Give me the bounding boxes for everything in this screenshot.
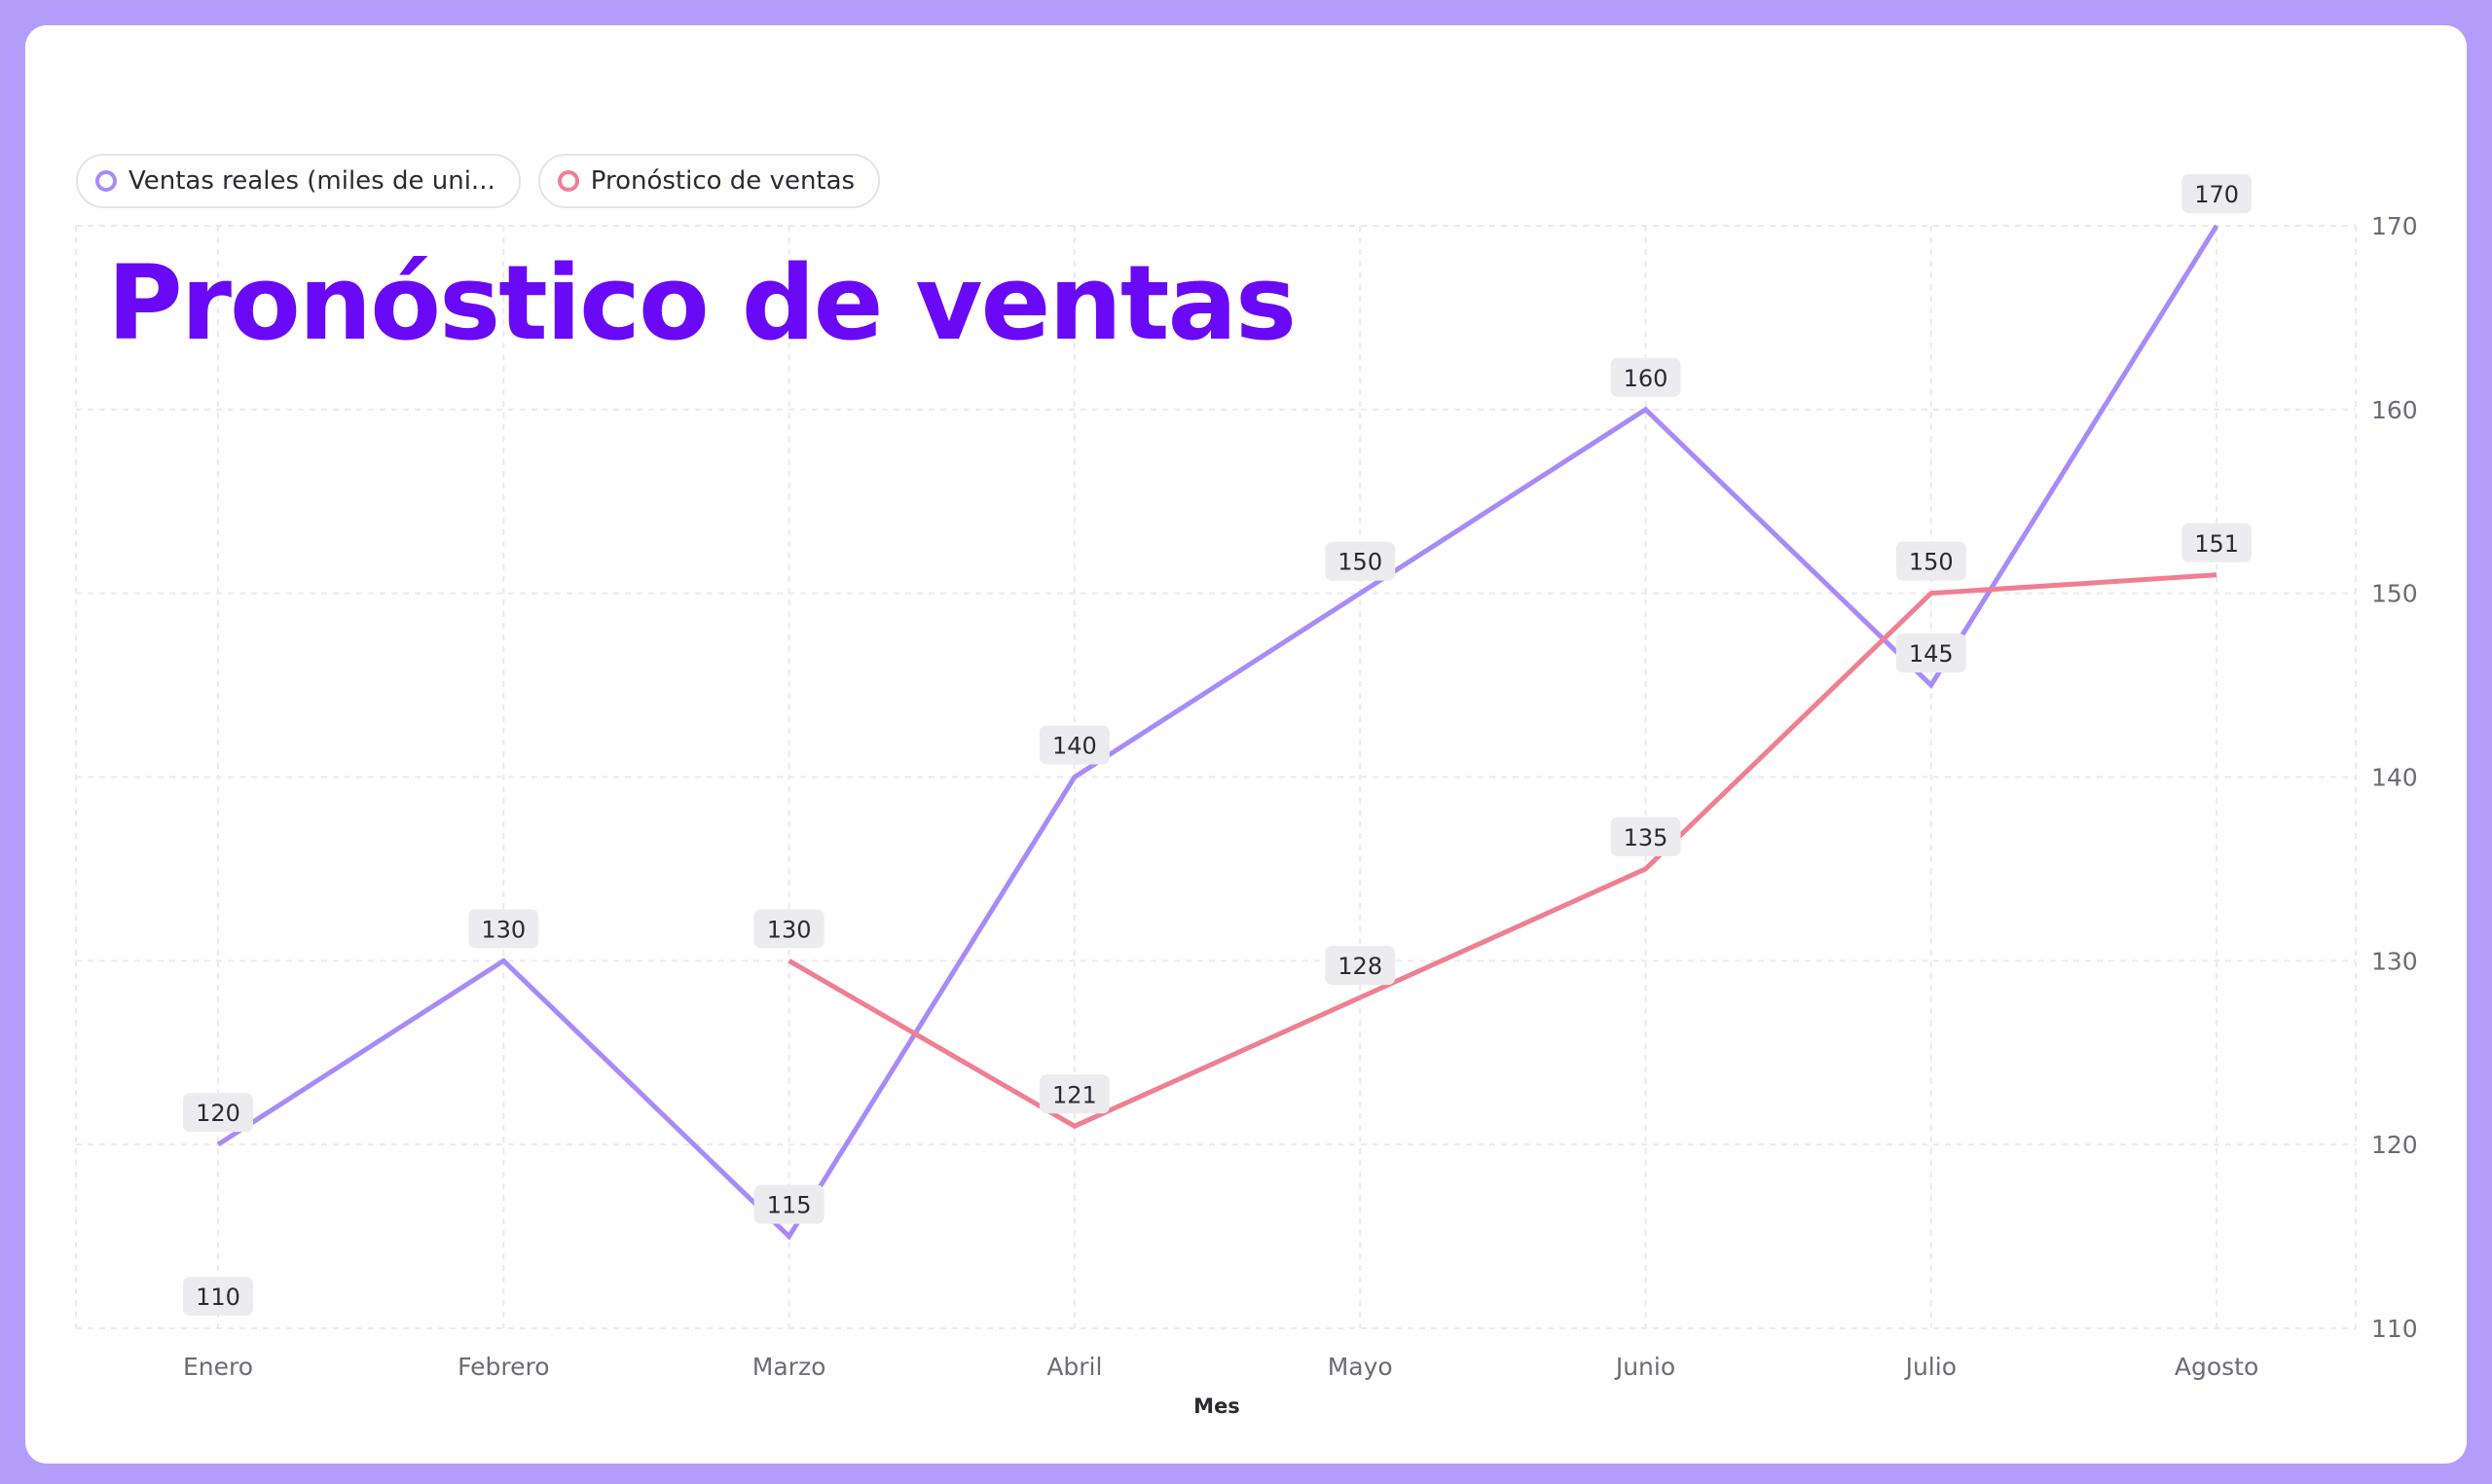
y-tick-label: 150 [2371, 580, 2418, 608]
y-tick-label: 120 [2371, 1131, 2418, 1159]
legend-label-forecast: Pronóstico de ventas [590, 166, 856, 196]
y-tick-label: 130 [2371, 947, 2418, 975]
legend: Ventas reales (miles de uni... Pronóstic… [76, 154, 881, 208]
chart-title: Pronóstico de ventas [107, 243, 1297, 363]
x-tick-label: Abril [1046, 1353, 1102, 1381]
data-label-box [1325, 946, 1396, 986]
data-label-forecast: 135 [1624, 824, 1668, 851]
data-label-forecast: 121 [1052, 1081, 1097, 1108]
x-tick-label: Julio [1904, 1353, 1957, 1381]
series-line-actual-sales [216, 224, 2219, 1241]
x-tick-label: Enero [183, 1353, 253, 1381]
data-label-extra: 110 [196, 1284, 240, 1311]
data-label-box [183, 1277, 253, 1316]
chart-card [25, 25, 2467, 1464]
series-line-forecast [788, 572, 2217, 1130]
data-label-forecast: 130 [767, 916, 812, 943]
y-tick-label: 110 [2371, 1315, 2418, 1343]
x-tick-label: Mayo [1328, 1353, 1393, 1381]
data-label-box [753, 909, 825, 949]
data-label-box [183, 1093, 253, 1133]
legend-item-forecast[interactable]: Pronóstico de ventas [537, 154, 881, 208]
data-label-actual-sales: 145 [1909, 640, 1954, 668]
data-label-actual-sales: 170 [2194, 181, 2239, 208]
data-label-box [1039, 725, 1110, 765]
data-label-actual-sales: 120 [196, 1100, 240, 1127]
data-label-actual-sales: 160 [1624, 365, 1668, 392]
x-tick-label: Marzo [752, 1353, 826, 1381]
data-label-actual-sales: 130 [481, 916, 526, 943]
y-tick-label: 160 [2371, 396, 2418, 424]
data-label-actual-sales: 115 [767, 1192, 812, 1219]
data-label-box [468, 909, 539, 949]
data-label-forecast: 128 [1338, 953, 1382, 980]
x-tick-label: Agosto [2175, 1353, 2258, 1381]
x-axis-title: Mes [1193, 1394, 1240, 1418]
data-label-box [2181, 174, 2253, 213]
legend-label-actual-sales: Ventas reales (miles de uni... [128, 166, 495, 196]
data-label-actual-sales: 150 [1338, 549, 1382, 576]
data-label-forecast: 150 [1909, 549, 1954, 576]
data-label-box [1325, 541, 1396, 581]
legend-item-actual-sales[interactable]: Ventas reales (miles de uni... [76, 154, 521, 208]
data-label-box [753, 1184, 825, 1224]
data-label-actual-sales: 140 [1052, 733, 1097, 760]
x-tick-label: Febrero [458, 1353, 549, 1381]
y-tick-label: 170 [2371, 212, 2418, 240]
data-label-box [1895, 541, 1966, 581]
data-label-box [1895, 633, 1966, 673]
data-label-box [1039, 1074, 1110, 1114]
circle-icon [95, 170, 117, 192]
data-label-forecast: 151 [2194, 530, 2239, 558]
x-tick-label: Junio [1614, 1353, 1675, 1381]
data-label-box [1610, 816, 1681, 856]
circle-icon [557, 170, 579, 192]
data-label-box [1610, 357, 1681, 397]
data-label-box [2181, 523, 2253, 562]
y-tick-label: 140 [2371, 764, 2418, 792]
